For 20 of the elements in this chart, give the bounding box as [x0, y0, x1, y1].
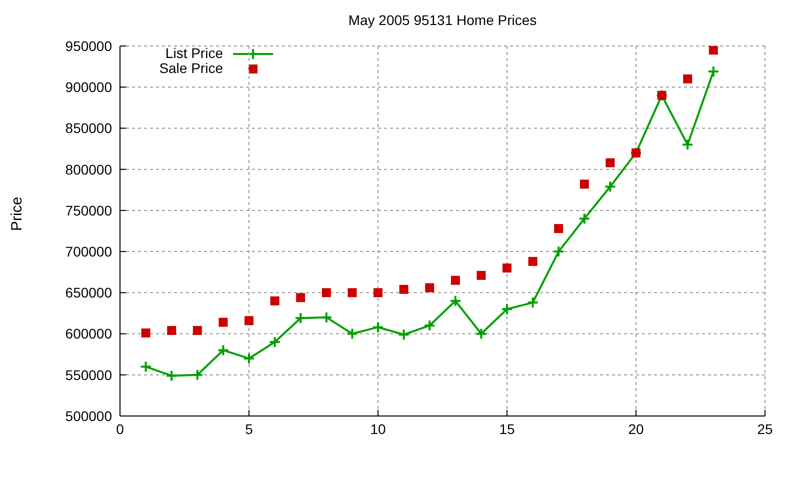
y-tick-label: 650000: [65, 284, 112, 301]
x-tick-label: 5: [245, 420, 254, 437]
legend-label: List Price: [165, 45, 223, 61]
y-tick-label: 950000: [65, 38, 112, 54]
y-tick-label: 600000: [65, 326, 112, 342]
y-axis-title: Price: [8, 196, 26, 231]
y-tick-label: 850000: [65, 120, 112, 136]
x-tick-label: 0: [116, 420, 124, 437]
y-tick-label: 500000: [65, 408, 112, 424]
x-tick-label: 25: [757, 420, 773, 437]
y-tick-label: 900000: [65, 79, 112, 96]
legend-label: Sale Price: [159, 60, 223, 76]
y-tick-label: 750000: [65, 202, 112, 218]
y-tick-label: 800000: [65, 161, 112, 178]
y-tick-label: 550000: [65, 366, 112, 383]
x-tick-label: 20: [628, 420, 644, 437]
y-tick-label: 700000: [65, 244, 112, 260]
x-tick-label: 10: [370, 420, 386, 437]
x-tick-label: 15: [499, 420, 515, 437]
chart-title: May 2005 95131 Home Prices: [347, 12, 538, 28]
